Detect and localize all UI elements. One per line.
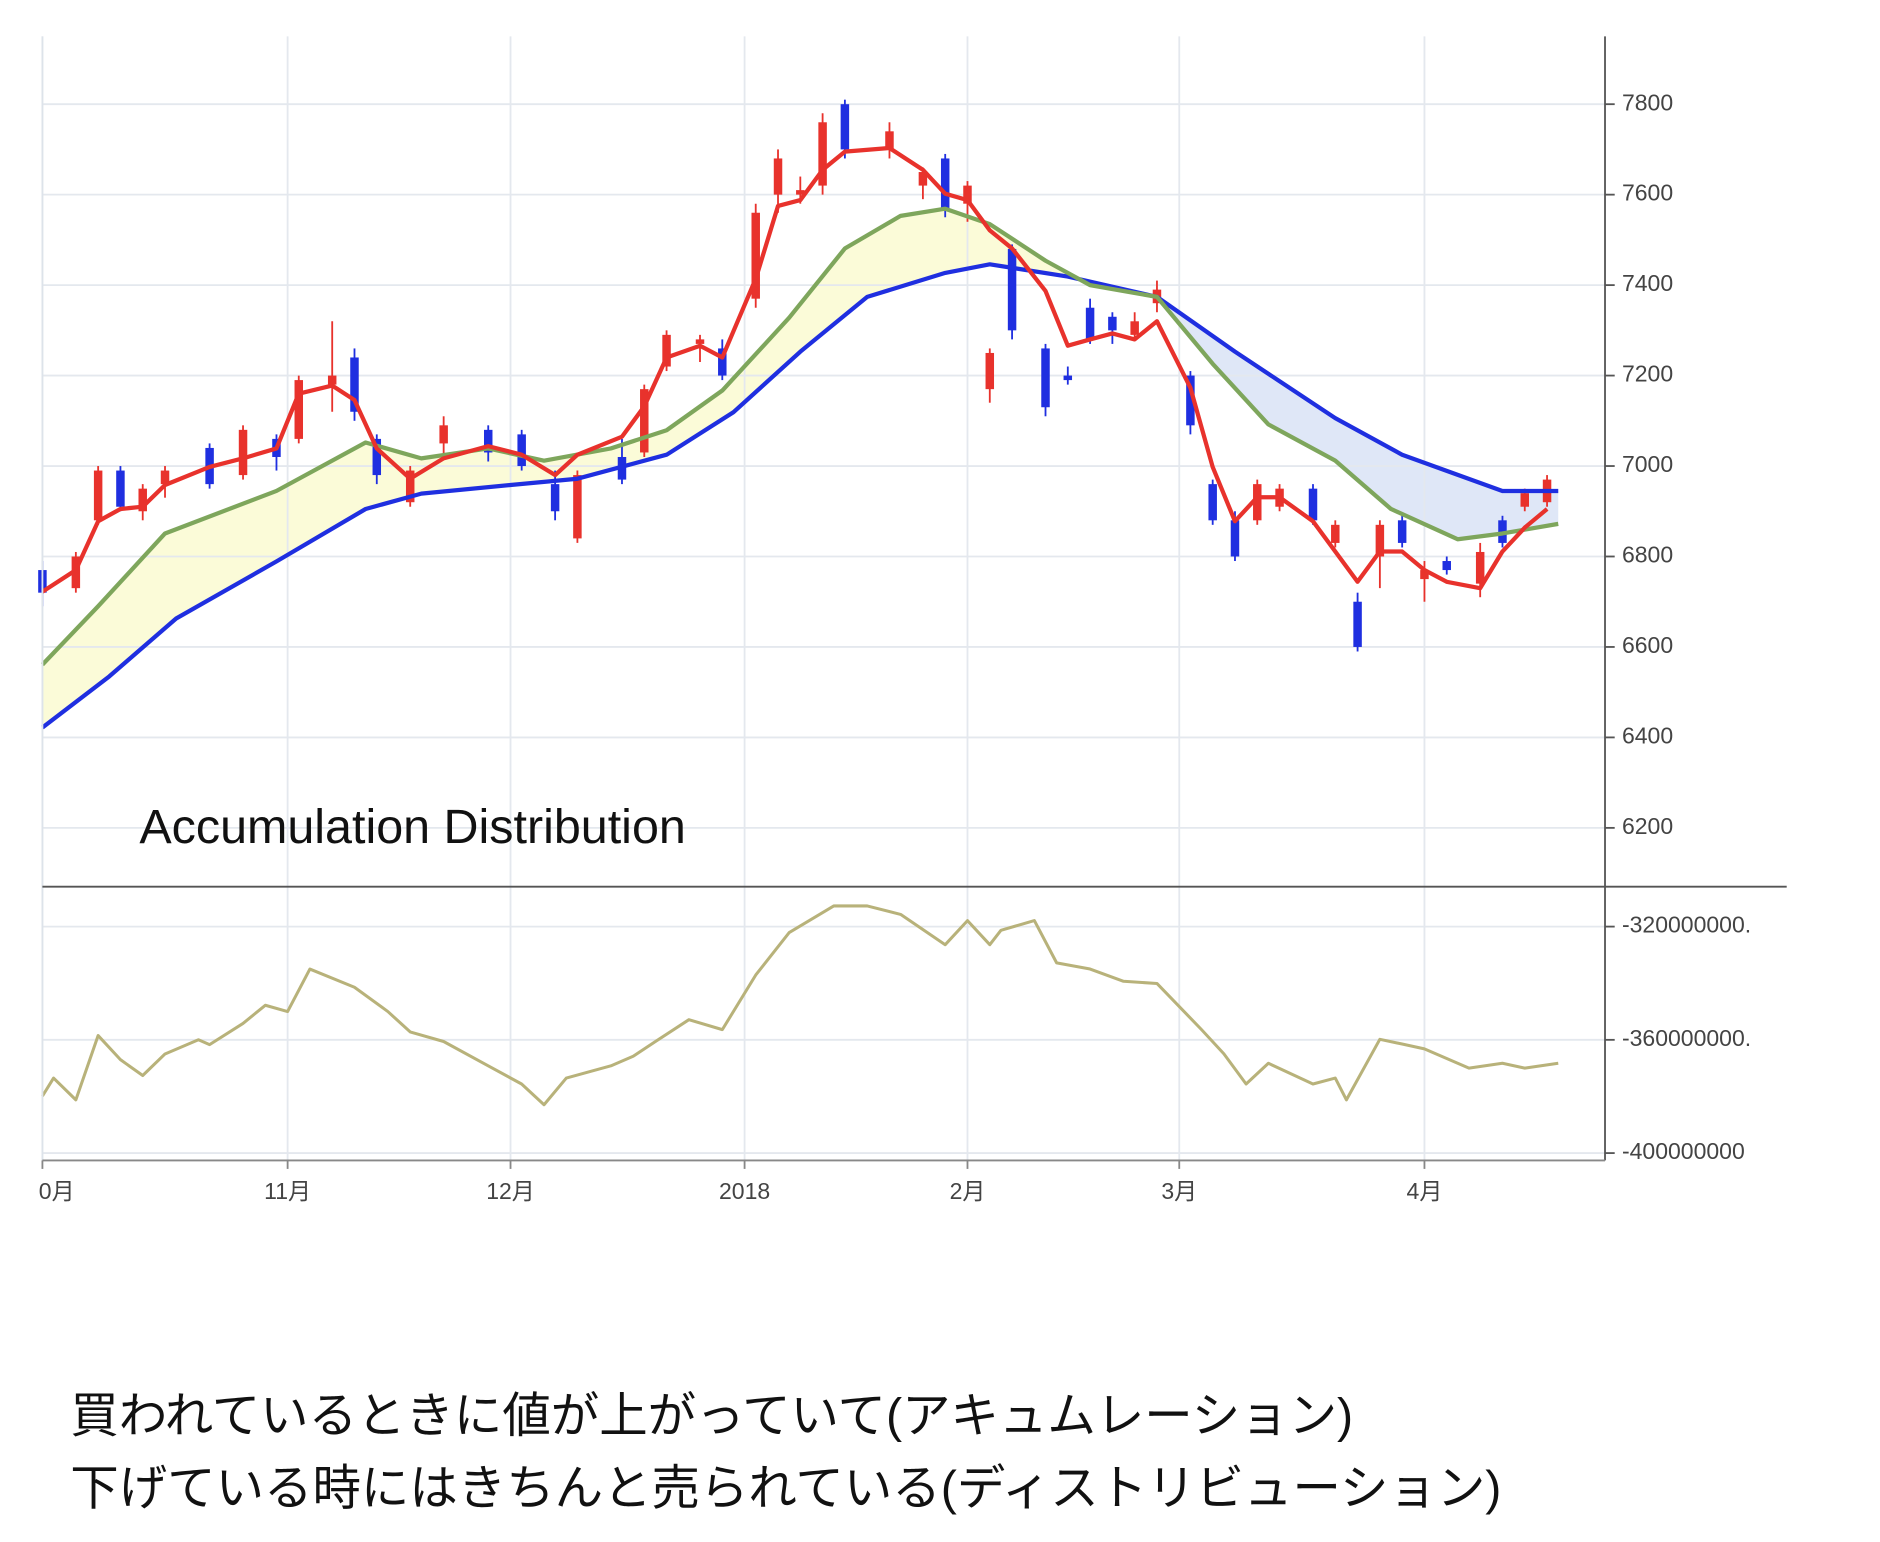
candle-body	[517, 434, 526, 467]
y-tick-label: 7400	[1622, 270, 1673, 296]
candle-body	[1063, 375, 1073, 381]
candle-body	[1007, 248, 1017, 331]
candle-body	[1108, 316, 1117, 331]
x-tick-label: 0月	[39, 1178, 75, 1204]
moving-average	[41, 145, 1549, 594]
candle-body	[350, 357, 359, 412]
candle-body	[695, 339, 705, 344]
candle-body	[818, 122, 827, 186]
candle-body	[405, 470, 415, 503]
x-tick-label: 4月	[1407, 1178, 1443, 1204]
x-tick-label: 2018	[719, 1178, 770, 1204]
candle-body	[1041, 348, 1050, 408]
candle-body	[1208, 484, 1217, 521]
candle-body	[1253, 484, 1262, 521]
candle-body	[718, 348, 727, 376]
candle-body	[160, 470, 170, 485]
candle-body	[751, 212, 760, 299]
candle-body	[372, 438, 382, 476]
candle-body	[93, 470, 103, 521]
candle-body	[1442, 561, 1451, 571]
x-tick-label: 12月	[486, 1178, 535, 1204]
candle-body	[294, 380, 304, 439]
candle-body	[573, 475, 582, 539]
y-tick-label: 6200	[1622, 813, 1673, 839]
candle-body	[796, 190, 805, 195]
y-tick-label: 7200	[1622, 361, 1673, 387]
candle-body	[1308, 488, 1318, 521]
candle-body	[918, 172, 928, 186]
x-tick-label: 2月	[950, 1178, 986, 1204]
y-tick-label: 7600	[1622, 180, 1673, 206]
candle-body	[1520, 493, 1530, 507]
candle-body	[238, 429, 248, 476]
candle-body	[1230, 520, 1240, 557]
x-tick-label: 11月	[264, 1178, 311, 1204]
ad-line	[41, 904, 1559, 1107]
band-fill	[42, 208, 1082, 728]
y-tick-label: -400000000	[1622, 1138, 1745, 1164]
candle-body	[1353, 601, 1362, 647]
candle-body	[963, 185, 972, 204]
candle-body	[940, 158, 950, 209]
candle-body	[640, 389, 649, 453]
candle-body	[1186, 375, 1195, 426]
y-tick-label: 7800	[1622, 89, 1673, 115]
candle-body	[1375, 524, 1385, 557]
y-tick-label: -360000000.	[1622, 1025, 1751, 1051]
candle-body	[885, 131, 894, 150]
candle-body	[550, 484, 560, 512]
x-tick-label: 3月	[1161, 1178, 1197, 1204]
candle-body	[1420, 570, 1429, 580]
y-tick-label: 6600	[1622, 632, 1673, 658]
candle-body	[116, 470, 125, 507]
y-tick-label: 7000	[1622, 451, 1673, 477]
candle-body	[138, 488, 147, 512]
candle-body	[662, 334, 671, 367]
candle-body	[1085, 307, 1095, 340]
y-tick-label: 6800	[1622, 542, 1673, 568]
candle-body	[439, 425, 448, 444]
band-fill	[1081, 279, 1559, 540]
marks-layer	[38, 99, 1559, 1107]
candle-body	[985, 352, 995, 390]
caption-line: 買われているときに値が上がっていて(アキュムレーション)	[70, 1389, 1353, 1443]
moving-average	[41, 262, 1559, 730]
candle-body	[1475, 551, 1485, 584]
candle-body	[1130, 321, 1139, 335]
candle-body	[773, 158, 783, 195]
candle-body	[327, 375, 337, 385]
candle-body	[483, 429, 493, 453]
y-tick-label: 6400	[1622, 722, 1673, 748]
caption-line: 下げている時にはきちんと売られている(ディストリビューション)	[70, 1461, 1501, 1515]
candle-body	[1397, 520, 1407, 543]
grid-layer	[41, 36, 1606, 1161]
annotation: Accumulation Distribution	[139, 800, 686, 854]
y-tick-label: -320000000.	[1622, 912, 1751, 938]
candle-body	[840, 104, 850, 150]
candle-body	[1331, 524, 1340, 543]
band-layer	[42, 208, 1559, 728]
axes-layer: 6200 6400 6600 6800 7000 7200 7400 7600 7800 -400…	[39, 36, 1787, 1204]
